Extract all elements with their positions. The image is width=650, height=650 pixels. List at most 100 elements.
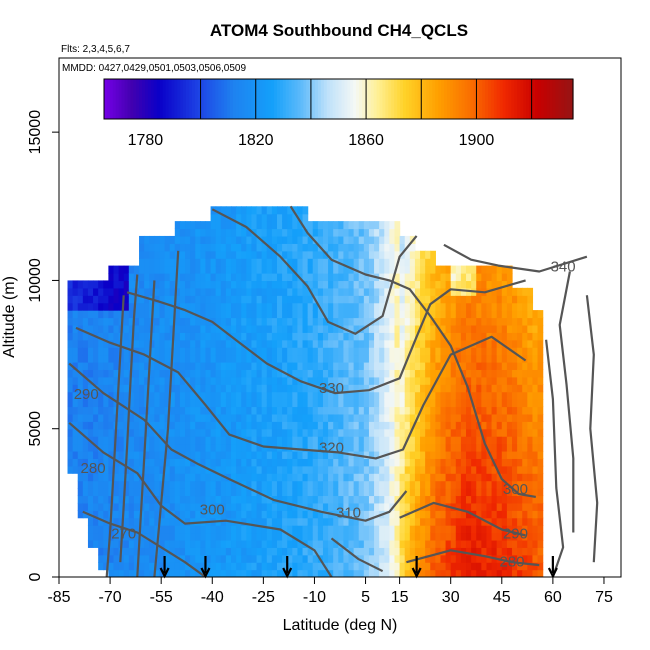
heatmap-cell [389,517,396,526]
heatmap-cell [328,421,334,430]
heatmap-cell [435,436,442,445]
heatmap-cell [241,391,247,400]
heatmap-cell [430,517,436,526]
heatmap-cell [399,265,406,274]
heatmap-cell [374,510,380,519]
heatmap-cell [307,354,314,363]
heatmap-cell [220,450,227,459]
heatmap-cell [445,554,452,563]
heatmap-cell [93,443,99,452]
heatmap-cell [271,562,278,571]
heatmap-cell [123,361,130,370]
heatmap-cell [215,495,222,504]
heatmap-cell [169,399,176,408]
heatmap-cell [302,243,309,252]
heatmap-cell [353,243,360,252]
heatmap-cell [307,465,314,474]
heatmap-cell [87,295,94,304]
heatmap-cell [118,413,125,422]
heatmap-cell [486,554,493,563]
heatmap-cell [164,473,171,482]
heatmap-cell [236,280,242,289]
heatmap-cell [455,302,462,311]
heatmap-cell [333,376,339,385]
heatmap-cell [466,339,472,348]
heatmap-cell [225,413,232,422]
heatmap-cell [506,310,513,319]
heatmap-cell [133,480,140,489]
heatmap-cell [82,488,89,497]
heatmap-cell [307,421,314,430]
heatmap-cell [87,443,94,452]
heatmap-cell [210,495,217,504]
heatmap-cell [149,265,155,274]
heatmap-cell [537,369,544,378]
heatmap-cell [414,354,421,363]
heatmap-cell [200,562,207,571]
heatmap-cell [481,317,488,326]
heatmap-cell [67,287,74,296]
heatmap-cell [440,436,447,445]
colorbar-segment [121,79,126,119]
heatmap-cell [440,324,447,333]
heatmap-cell [292,324,299,333]
heatmap-cell [435,347,442,356]
heatmap-cell [537,554,544,563]
colorbar-segment [191,79,196,119]
heatmap-cell [225,539,232,548]
heatmap-cell [455,384,462,393]
heatmap-cell [210,458,217,467]
heatmap-cell [159,554,166,563]
heatmap-cell [522,332,528,341]
heatmap-cell [225,525,232,534]
heatmap-cell [210,213,217,222]
heatmap-cell [471,295,477,304]
heatmap-cell [231,361,237,370]
heatmap-cell [317,369,324,378]
heatmap-cell [506,384,513,393]
heatmap-cell [93,450,99,459]
heatmap-cell [144,495,150,504]
heatmap-cell [379,354,385,363]
heatmap-cell [266,458,273,467]
heatmap-cell [358,554,365,563]
heatmap-cell [414,273,421,282]
heatmap-cell [195,302,201,311]
heatmap-cell [93,399,99,408]
heatmap-cell [128,384,135,393]
heatmap-cell [251,354,258,363]
heatmap-cell [82,332,89,341]
colorbar-segment [341,79,345,119]
heatmap-cell [236,547,242,556]
heatmap-cell [118,480,125,489]
heatmap-cell [282,562,288,571]
heatmap-cell [169,406,176,415]
heatmap-cell [164,406,171,415]
heatmap-cell [144,324,150,333]
heatmap-cell [307,250,314,259]
heatmap-cell [164,554,171,563]
heatmap-cell [404,347,411,356]
contour-label: 290 [503,525,528,542]
heatmap-cell [501,443,508,452]
heatmap-cell [144,502,150,511]
heatmap-cell [379,228,385,237]
heatmap-cell [108,310,115,319]
heatmap-cell [517,295,523,304]
heatmap-cell [154,310,161,319]
heatmap-cell [246,324,253,333]
heatmap-cell [215,213,222,222]
heatmap-cell [358,532,365,541]
heatmap-cell [261,258,268,267]
heatmap-cell [404,339,411,348]
heatmap-cell [440,280,447,289]
heatmap-cell [93,295,99,304]
heatmap-cell [215,287,222,296]
heatmap-cell [491,465,498,474]
heatmap-cell [108,458,115,467]
heatmap-cell [195,465,201,474]
heatmap-cell [399,391,406,400]
heatmap-cell [455,376,462,385]
heatmap-cell [512,399,518,408]
heatmap-cell [246,547,253,556]
